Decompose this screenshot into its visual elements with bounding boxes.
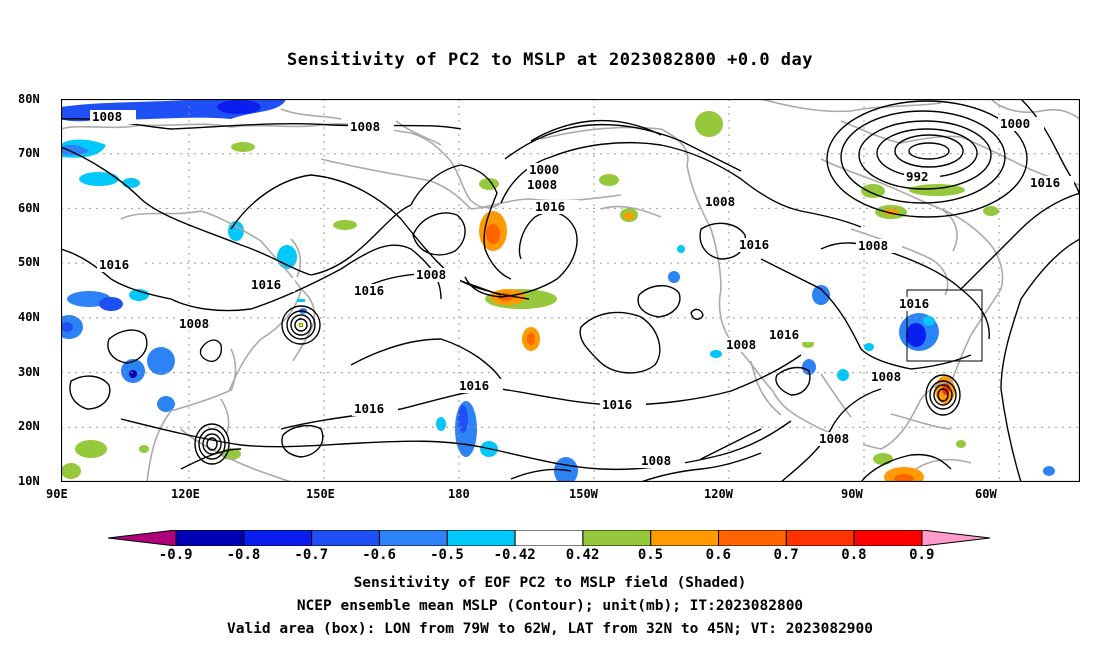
lat-label-70n: 70N [18, 146, 40, 160]
colorbar-tick-label: -0.8 [226, 547, 261, 563]
lon-label-120e: 120E [171, 487, 200, 501]
map-plot: 1008 1008 1000 1008 1016 1008 1000 992 1… [61, 99, 1080, 482]
contour-label: 1016 [99, 257, 129, 272]
contour-label: 1008 [527, 177, 557, 192]
plot-title: Sensitivity of PC2 to MSLP at 2023082800… [286, 50, 813, 70]
contour-label: 1008 [726, 337, 756, 352]
contour-label: 1008 [858, 238, 888, 253]
contour-label: 1008 [416, 267, 446, 282]
lat-label-60n: 60N [18, 201, 40, 215]
contour-label: 1016 [769, 327, 799, 342]
contour-label: 1016 [459, 378, 489, 393]
contour-label: 1016 [354, 283, 384, 298]
colorbar-tick-label: 0.9 [909, 547, 935, 563]
contour-label: 992 [906, 169, 929, 184]
colorbar-tick-label: -0.6 [362, 547, 396, 563]
contour-label: 1016 [1030, 175, 1060, 190]
lon-label-150e: 150E [306, 487, 335, 501]
contour-label: 1008 [641, 453, 671, 468]
colorbar-tick-label: 0.6 [705, 547, 731, 563]
contour-label: 1016 [354, 401, 384, 416]
contour-label: 1008 [179, 316, 209, 331]
colorbar-swatch [785, 530, 855, 546]
caption-line-3: Valid area (box): LON from 79W to 62W, L… [226, 621, 873, 637]
colorbar-tick-label: 0.7 [773, 547, 799, 563]
lat-label-30n: 30N [18, 365, 40, 379]
lat-label-40n: 40N [18, 310, 40, 324]
lon-label-120w: 120W [704, 487, 733, 501]
caption-line-2: NCEP ensemble mean MSLP (Contour); unit(… [296, 598, 804, 614]
contour-label: 1008 [819, 431, 849, 446]
contour-label: 1008 [350, 119, 380, 134]
colorbar-swatch [718, 530, 787, 546]
colorbar-tick-label: -0.42 [493, 547, 536, 563]
coastlines [61, 99, 1080, 482]
lon-label-180: 180 [448, 487, 470, 501]
colorbar-tick-label: 0.42 [565, 547, 600, 563]
colorbar [108, 530, 990, 546]
contour-label: 1008 [705, 194, 735, 209]
lon-label-90e: 90E [46, 487, 68, 501]
contour-label: 1008 [92, 109, 122, 124]
colorbar-arrow-max [921, 530, 990, 546]
lat-label-80n: 80N [18, 92, 40, 106]
contour-label: 1000 [1000, 116, 1030, 131]
colorbar-arrow-min [108, 530, 177, 546]
lat-label-10n: 10N [18, 474, 40, 488]
contour-label: 1016 [899, 296, 929, 311]
lat-lon-grid [61, 99, 1080, 482]
colorbar-swatch [446, 530, 516, 546]
colorbar-swatch [650, 530, 720, 546]
contour-label: 1016 [739, 237, 769, 252]
colorbar-tick-label: -0.9 [158, 547, 193, 563]
colorbar-tick-label: 0.8 [841, 547, 867, 563]
contour-label: 1016 [602, 397, 632, 412]
colorbar-swatch [378, 530, 448, 546]
colorbar-swatch [311, 530, 380, 546]
contour-label: 1016 [535, 199, 565, 214]
lon-label-60w: 60W [975, 487, 997, 501]
caption-line-1: Sensitivity of EOF PC2 to MSLP field (Sh… [353, 575, 747, 591]
colorbar-swatch [514, 530, 584, 546]
colorbar-tick-label: -0.7 [294, 547, 329, 563]
colorbar-swatch [243, 530, 313, 546]
contour-label: 1000 [529, 162, 559, 177]
colorbar-swatch [853, 530, 923, 546]
colorbar-swatch [582, 530, 652, 546]
contour-label: 1016 [251, 277, 281, 292]
contour-labels: 1008 1008 1000 1008 1016 1008 1000 992 1… [90, 109, 1074, 468]
lon-label-150w: 150W [569, 487, 598, 501]
lat-label-50n: 50N [18, 255, 40, 269]
colorbar-tick-label: 0.5 [637, 547, 664, 563]
lat-label-20n: 20N [18, 419, 40, 433]
contour-label: 1008 [871, 369, 901, 384]
colorbar-tick-label: -0.5 [430, 547, 464, 563]
lon-label-90w: 90W [841, 487, 863, 501]
valid-area-box [906, 289, 983, 362]
colorbar-swatch [175, 530, 245, 546]
